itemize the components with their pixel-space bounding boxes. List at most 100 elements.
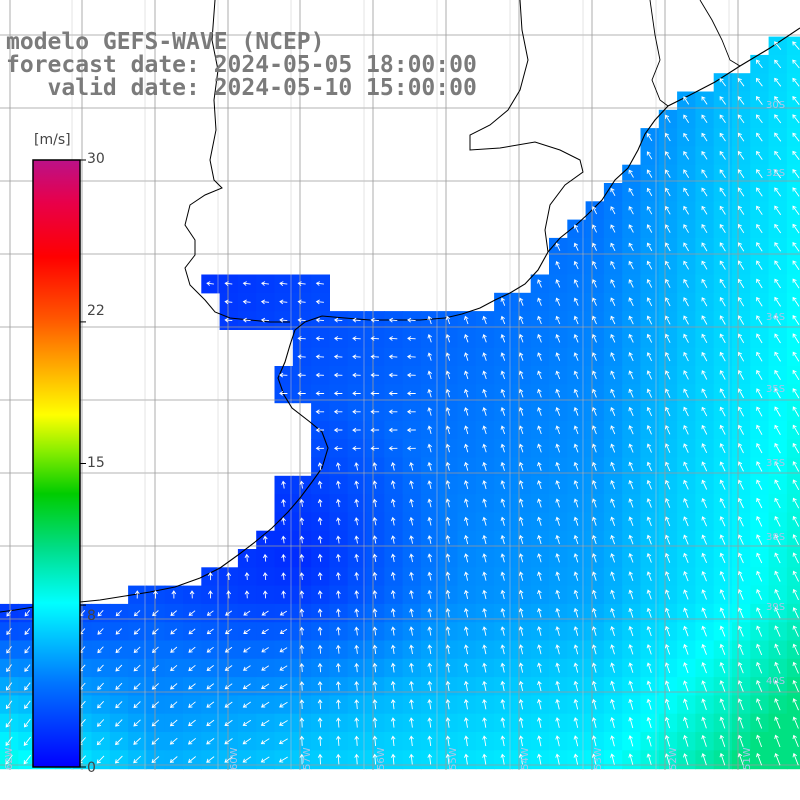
wind-arrow	[719, 661, 726, 674]
wind-arrow	[463, 753, 469, 765]
wind-arrow	[427, 498, 433, 508]
wind-arrow	[354, 517, 360, 526]
wind-arrow	[573, 571, 579, 581]
wind-arrow	[701, 589, 707, 600]
wind-arrow	[390, 571, 396, 581]
wind-arrow	[262, 553, 268, 562]
wind-arrow	[315, 299, 324, 305]
wind-arrow	[792, 588, 799, 601]
wind-arrow	[756, 369, 763, 380]
wind-arrow	[409, 590, 414, 599]
wind-arrow	[354, 680, 360, 691]
wind-arrow	[792, 497, 800, 509]
wind-arrow	[792, 661, 799, 674]
wind-arrow	[555, 480, 561, 490]
wind-arrow	[701, 242, 708, 252]
wind-arrow	[737, 752, 744, 766]
wind-arrow	[409, 480, 414, 489]
wind-arrow	[719, 516, 726, 527]
wind-speed-cell	[786, 640, 800, 660]
wind-arrow	[792, 59, 800, 69]
wind-arrow	[610, 461, 616, 471]
wind-arrow	[482, 644, 487, 655]
wind-arrow	[370, 446, 380, 451]
wind-arrow	[188, 664, 196, 672]
wind-speed-cell	[786, 384, 800, 404]
wind-arrow	[390, 626, 396, 636]
wind-arrow	[756, 59, 763, 69]
wind-arrow	[792, 734, 799, 747]
wind-arrow	[792, 552, 800, 564]
wind-arrow	[628, 279, 634, 288]
wind-arrow	[115, 701, 123, 709]
wind-arrow	[427, 626, 433, 636]
wind-arrow	[372, 681, 378, 691]
wind-arrow	[683, 625, 689, 637]
wind-arrow	[169, 737, 178, 745]
wind-arrow	[500, 717, 506, 728]
wind-arrow	[279, 372, 288, 378]
wind-arrow	[756, 187, 763, 197]
wind-arrow	[665, 114, 671, 123]
wind-arrow	[628, 716, 634, 729]
wind-arrow	[646, 552, 652, 563]
wind-arrow	[610, 644, 615, 655]
wind-arrow	[537, 425, 542, 435]
wind-arrow	[406, 372, 416, 378]
wind-arrow	[206, 281, 214, 286]
wind-arrow	[372, 571, 378, 581]
wind-arrow	[445, 644, 451, 655]
wind-speed-cell	[786, 732, 800, 751]
wind-arrow	[756, 296, 763, 307]
longitude-label: 52W	[668, 747, 679, 770]
wind-arrow	[737, 479, 744, 490]
wind-arrow	[683, 278, 689, 288]
wind-arrow	[500, 352, 506, 361]
wind-arrow	[628, 753, 634, 765]
wind-arrow	[243, 647, 251, 653]
wind-arrow	[206, 701, 215, 708]
wind-arrow	[260, 317, 270, 323]
wind-arrow	[719, 461, 726, 472]
wind-arrow	[756, 570, 763, 582]
wind-arrow	[683, 406, 689, 417]
wind-arrow	[482, 461, 487, 471]
wind-arrow	[756, 351, 763, 362]
wind-arrow	[299, 498, 305, 507]
wind-arrow	[719, 205, 726, 215]
wind-arrow	[774, 96, 782, 105]
wind-arrow	[115, 646, 123, 654]
wind-arrow	[261, 665, 270, 671]
wind-arrow	[133, 701, 141, 709]
wind-speed-cell	[786, 183, 800, 202]
wind-speed-cell	[786, 347, 800, 367]
wind-arrow	[445, 589, 451, 599]
wind-arrow	[701, 205, 708, 215]
wind-arrow	[463, 461, 469, 471]
wind-speed-cell	[786, 750, 800, 770]
wind-arrow	[133, 628, 141, 635]
wind-arrow	[646, 315, 653, 325]
wind-arrow	[170, 610, 177, 617]
wind-arrow	[482, 388, 487, 398]
wind-arrow	[719, 260, 726, 270]
wind-arrow	[628, 516, 634, 527]
wind-arrow	[97, 664, 104, 672]
wind-arrow	[445, 516, 451, 526]
wind-arrow	[261, 683, 270, 690]
wind-arrow	[206, 665, 214, 672]
wind-arrow	[299, 608, 305, 617]
wind-arrow	[445, 370, 451, 380]
wind-arrow	[315, 281, 324, 286]
wind-arrow	[5, 718, 13, 728]
wind-arrow	[719, 187, 726, 197]
wind-arrow	[500, 589, 506, 600]
wind-arrow	[628, 406, 634, 417]
wind-arrow	[445, 315, 451, 325]
wind-arrow	[774, 588, 781, 600]
wind-arrow	[406, 391, 416, 396]
wind-arrow	[537, 607, 542, 618]
wind-arrow	[96, 737, 105, 746]
wind-arrow	[115, 682, 123, 690]
wind-arrow	[701, 315, 708, 325]
